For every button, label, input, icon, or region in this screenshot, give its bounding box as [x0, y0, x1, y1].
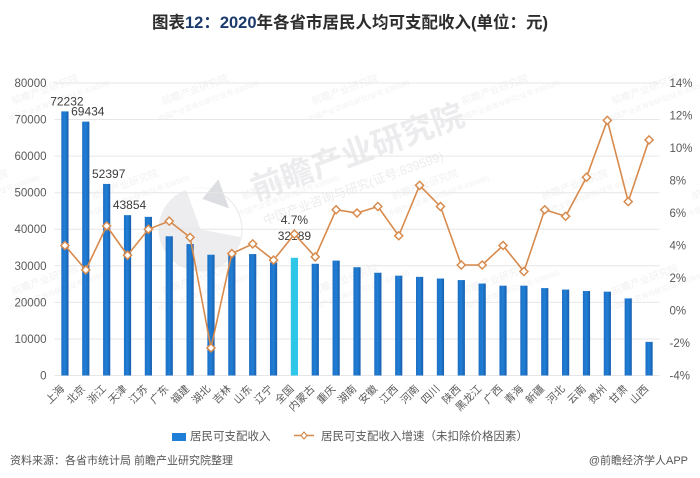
svg-text:上海: 上海 — [43, 382, 67, 406]
svg-text:江西: 江西 — [377, 383, 400, 406]
svg-text:浙江: 浙江 — [85, 383, 109, 407]
svg-text:43854: 43854 — [113, 198, 147, 212]
svg-text:2%: 2% — [670, 273, 687, 285]
svg-text:30000: 30000 — [15, 261, 47, 273]
svg-text:69434: 69434 — [71, 105, 105, 119]
svg-text:天津: 天津 — [106, 383, 130, 407]
svg-text:河北: 河北 — [544, 383, 568, 407]
svg-text:80000: 80000 — [15, 78, 47, 90]
svg-text:甘肃: 甘肃 — [606, 382, 630, 406]
svg-text:12%: 12% — [670, 111, 693, 123]
svg-text:20000: 20000 — [15, 297, 47, 309]
svg-text:河南: 河南 — [398, 382, 422, 406]
svg-text:10%: 10% — [670, 143, 693, 155]
svg-text:52397: 52397 — [92, 167, 126, 181]
svg-text:辽宁: 辽宁 — [252, 382, 276, 406]
svg-text:50000: 50000 — [15, 188, 47, 200]
svg-text:四川: 四川 — [419, 383, 442, 406]
svg-text:湖北: 湖北 — [190, 383, 214, 407]
svg-text:0: 0 — [40, 371, 46, 383]
svg-text:贵州: 贵州 — [585, 382, 609, 406]
svg-text:40000: 40000 — [15, 224, 47, 236]
svg-text:重庆: 重庆 — [314, 382, 338, 406]
svg-text:安徽: 安徽 — [356, 382, 380, 406]
svg-text:北京: 北京 — [64, 382, 88, 406]
svg-text:云南: 云南 — [565, 382, 589, 406]
svg-text:70000: 70000 — [15, 115, 47, 127]
svg-text:山东: 山东 — [231, 382, 255, 406]
svg-text:14%: 14% — [670, 78, 693, 90]
svg-text:青海: 青海 — [502, 382, 526, 406]
svg-text:福建: 福建 — [168, 382, 192, 406]
svg-text:广东: 广东 — [147, 382, 171, 406]
svg-text:湖南: 湖南 — [335, 382, 359, 406]
svg-text:广西: 广西 — [482, 383, 505, 406]
svg-text:新疆: 新疆 — [523, 382, 547, 406]
svg-text:山西: 山西 — [628, 383, 651, 406]
svg-text:吉林: 吉林 — [210, 382, 234, 406]
svg-text:4.7%: 4.7% — [281, 213, 309, 227]
svg-text:6%: 6% — [670, 208, 687, 220]
svg-text:-4%: -4% — [670, 371, 690, 383]
svg-text:8%: 8% — [670, 176, 687, 188]
svg-text:4%: 4% — [670, 241, 687, 253]
svg-text:0%: 0% — [670, 306, 687, 318]
svg-text:江苏: 江苏 — [126, 382, 150, 406]
svg-text:10000: 10000 — [15, 334, 47, 346]
svg-text:60000: 60000 — [15, 151, 47, 163]
svg-text:-2%: -2% — [670, 338, 690, 350]
